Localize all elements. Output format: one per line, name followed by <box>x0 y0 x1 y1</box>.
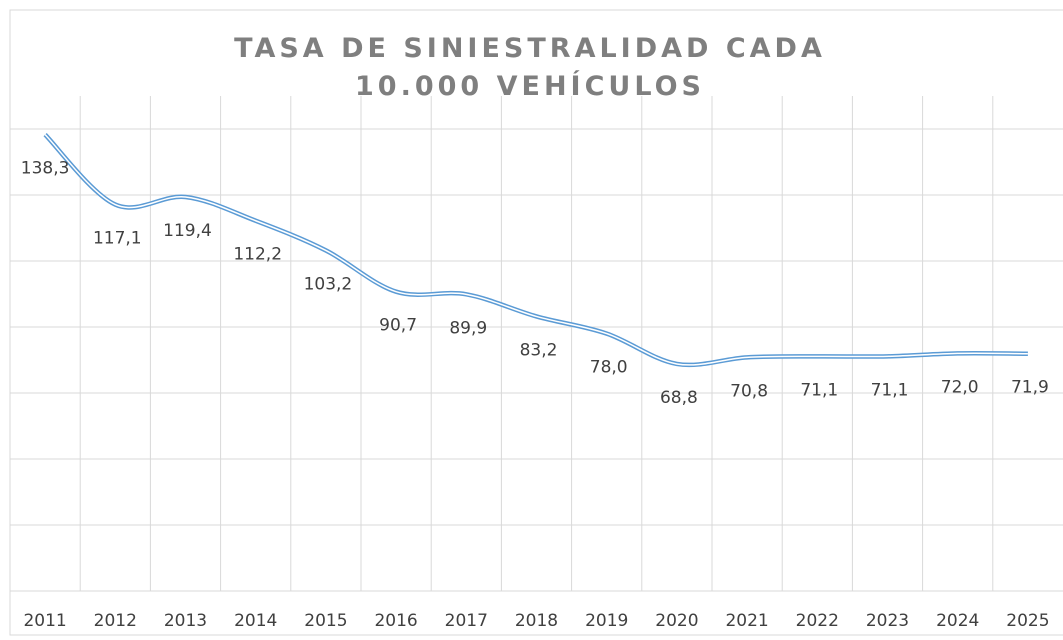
chart-border <box>9 9 1063 636</box>
data-label: 83,2 <box>520 340 558 360</box>
data-label: 119,4 <box>163 221 212 241</box>
x-tick-label: 2017 <box>445 611 488 631</box>
x-tick-label: 2022 <box>796 611 839 631</box>
data-label: 71,1 <box>871 380 909 400</box>
data-label: 72,0 <box>941 377 979 397</box>
line-inner <box>44 134 1028 366</box>
data-label: 117,1 <box>93 229 142 249</box>
data-label: 103,2 <box>304 274 353 294</box>
chart-title: TASA DE SINIESTRALIDAD CADA 10.000 VEHÍC… <box>234 33 826 102</box>
line <box>43 133 1028 368</box>
x-tick-label: 2023 <box>866 611 909 631</box>
data-label: 78,0 <box>590 358 628 378</box>
data-label: 70,8 <box>730 381 768 401</box>
data-label: 71,1 <box>800 380 838 400</box>
x-tick-label: 2018 <box>515 611 558 631</box>
x-tick-label: 2025 <box>1006 611 1049 631</box>
x-tick-label: 2014 <box>234 611 277 631</box>
data-label: 71,9 <box>1011 378 1049 398</box>
x-tick-label: 2016 <box>374 611 417 631</box>
data-label: 89,9 <box>449 318 487 338</box>
data-label: 112,2 <box>233 245 282 265</box>
x-tick-label: 2019 <box>585 611 628 631</box>
x-tick-label: 2020 <box>655 611 698 631</box>
data-label: 138,3 <box>21 159 70 179</box>
x-tick-label: 2013 <box>164 611 207 631</box>
data-label: 68,8 <box>660 388 698 408</box>
data-label: 90,7 <box>379 316 417 336</box>
x-tick-label: 2021 <box>725 611 768 631</box>
x-tick-label: 2015 <box>304 611 347 631</box>
x-tick-label: 2024 <box>936 611 979 631</box>
x-tick-label: 2011 <box>23 611 66 631</box>
x-tick-label: 2012 <box>94 611 137 631</box>
